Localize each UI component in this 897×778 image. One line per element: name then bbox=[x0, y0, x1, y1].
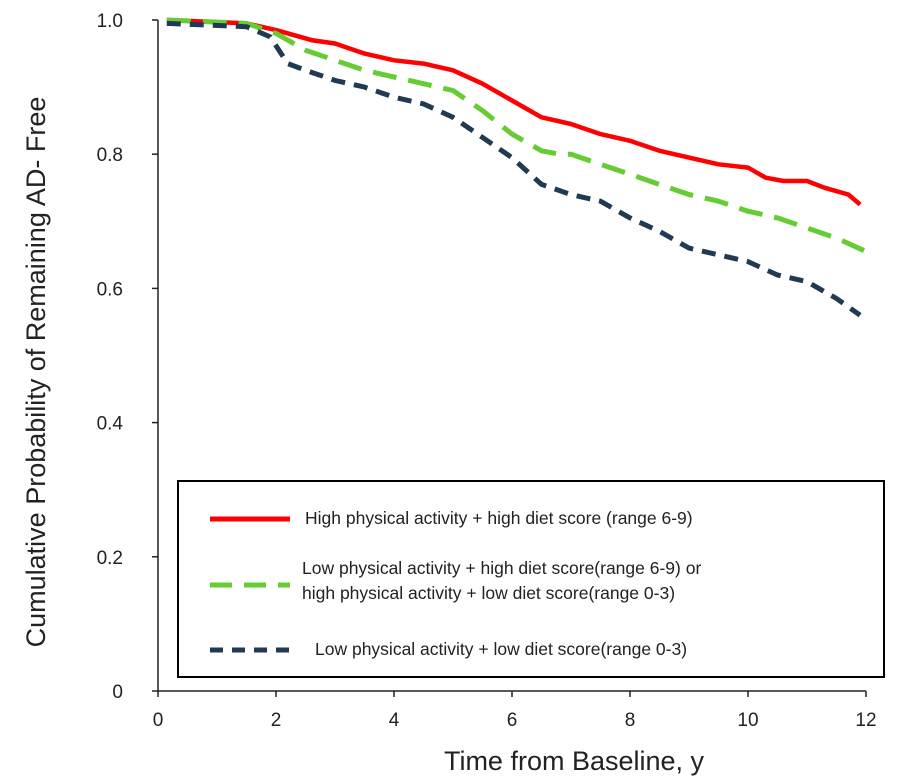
x-tick-label: 0 bbox=[153, 710, 164, 731]
x-axis-title: Time from Baseline, y bbox=[444, 746, 705, 776]
legend-label-mixed-line2: high physical activity + low diet score(… bbox=[302, 583, 675, 603]
legend-label-high-activity-high-diet: High physical activity + high diet score… bbox=[305, 508, 693, 528]
y-tick-label: 0.6 bbox=[97, 279, 123, 300]
series-layer bbox=[166, 17, 868, 318]
x-tick-label: 6 bbox=[507, 710, 518, 731]
legend: High physical activity + high diet score… bbox=[177, 480, 885, 678]
plot-area: 0 2 4 6 8 10 12 0 0.2 0.4 0.6 0.8 1.0 bbox=[97, 11, 877, 731]
y-tick-label: 0 bbox=[112, 682, 123, 703]
x-tick-label: 4 bbox=[389, 710, 400, 731]
y-axis-title: Cumulative Probability of Remaining AD- … bbox=[21, 97, 51, 648]
x-tick-label: 12 bbox=[855, 710, 876, 731]
x-tick-label: 8 bbox=[625, 710, 636, 731]
series-line-high-activity-high-diet bbox=[166, 17, 862, 207]
y-tick-label: 1.0 bbox=[97, 11, 123, 32]
legend-box bbox=[177, 480, 885, 678]
x-tick-label: 2 bbox=[271, 710, 282, 731]
legend-label-low-activity-low-diet: Low physical activity + low diet score(r… bbox=[315, 639, 687, 659]
x-axis-ticks: 0 2 4 6 8 10 12 bbox=[153, 691, 877, 731]
x-tick-label: 10 bbox=[737, 710, 758, 731]
y-axis-ticks: 0 0.2 0.4 0.6 0.8 1.0 bbox=[97, 11, 158, 703]
legend-label-mixed: Low physical activity + high diet score(… bbox=[302, 558, 706, 603]
legend-label-mixed-line1: Low physical activity + high diet score(… bbox=[302, 558, 701, 578]
y-tick-label: 0.4 bbox=[97, 414, 124, 435]
series-line-mixed bbox=[166, 17, 868, 254]
y-tick-label: 0.8 bbox=[97, 145, 123, 166]
series-line-low-activity-low-diet bbox=[166, 20, 862, 318]
y-tick-label: 0.2 bbox=[97, 548, 123, 569]
